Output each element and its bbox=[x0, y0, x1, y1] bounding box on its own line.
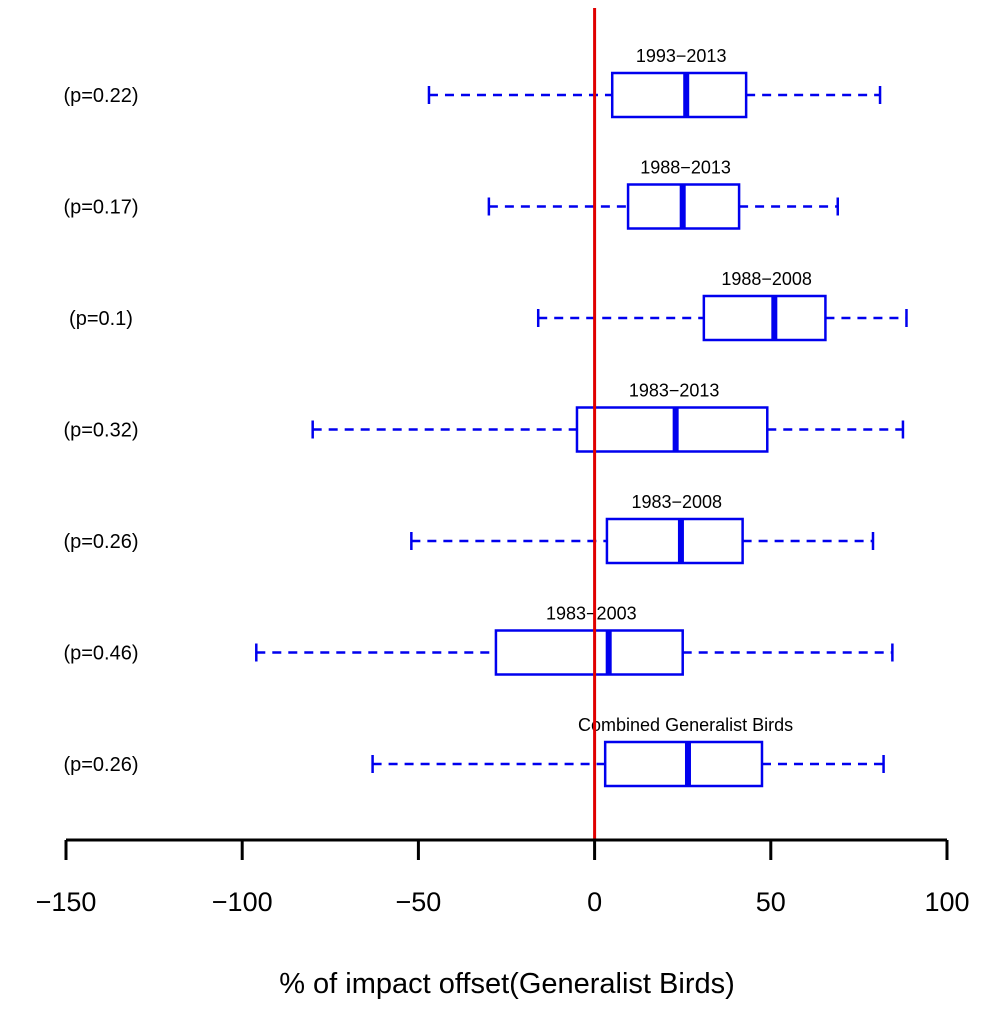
iqr-box bbox=[494, 629, 684, 676]
x-tick-label: 50 bbox=[756, 887, 786, 917]
box-label: 1988−2013 bbox=[640, 158, 731, 178]
box-group: 1983−2008 (p=0.26) bbox=[63, 492, 875, 565]
box-group: 1983−2003 (p=0.46) bbox=[63, 604, 894, 676]
p-value-label: (p=0.22) bbox=[63, 85, 138, 107]
x-tick-label: 100 bbox=[924, 887, 969, 917]
box-label: 1983−2003 bbox=[546, 604, 637, 624]
x-axis: −150 −100 −50 0 50 100 bbox=[36, 838, 970, 917]
box-group: Combined Generalist Birds (p=0.26) bbox=[63, 715, 885, 788]
box-group: 1988−2008 (p=0.1) bbox=[69, 269, 908, 342]
x-tick-label: −50 bbox=[395, 887, 441, 917]
box-label: 1993−2013 bbox=[636, 46, 727, 66]
iqr-box bbox=[603, 740, 764, 788]
p-value-label: (p=0.32) bbox=[63, 420, 138, 442]
x-axis-label: % of impact offset(Generalist Birds) bbox=[279, 968, 735, 1000]
iqr-box bbox=[702, 294, 827, 342]
box-label: 1983−2008 bbox=[631, 492, 722, 512]
box-group: 1993−2013 (p=0.22) bbox=[63, 46, 882, 119]
box-label: 1988−2008 bbox=[721, 269, 812, 289]
p-value-label: (p=0.17) bbox=[63, 197, 138, 219]
x-tick-label: −100 bbox=[212, 887, 273, 917]
box-group: 1988−2013 (p=0.17) bbox=[63, 158, 840, 230]
p-value-label: (p=0.26) bbox=[63, 754, 138, 776]
box-label: 1983−2013 bbox=[629, 381, 720, 401]
iqr-box bbox=[610, 71, 748, 119]
p-value-label: (p=0.46) bbox=[63, 643, 138, 665]
p-value-label: (p=0.1) bbox=[69, 308, 133, 330]
iqr-box bbox=[575, 406, 769, 453]
box-group: 1983−2013 (p=0.32) bbox=[63, 381, 905, 453]
box-label: Combined Generalist Birds bbox=[578, 715, 793, 735]
boxes-layer: 1993−2013(p=0.22)1988−2013(p=0.17)1988−2… bbox=[63, 46, 908, 788]
x-tick-label: −150 bbox=[36, 887, 97, 917]
x-tick-label: 0 bbox=[587, 887, 602, 917]
iqr-box bbox=[605, 517, 744, 565]
p-value-label: (p=0.26) bbox=[63, 531, 138, 553]
